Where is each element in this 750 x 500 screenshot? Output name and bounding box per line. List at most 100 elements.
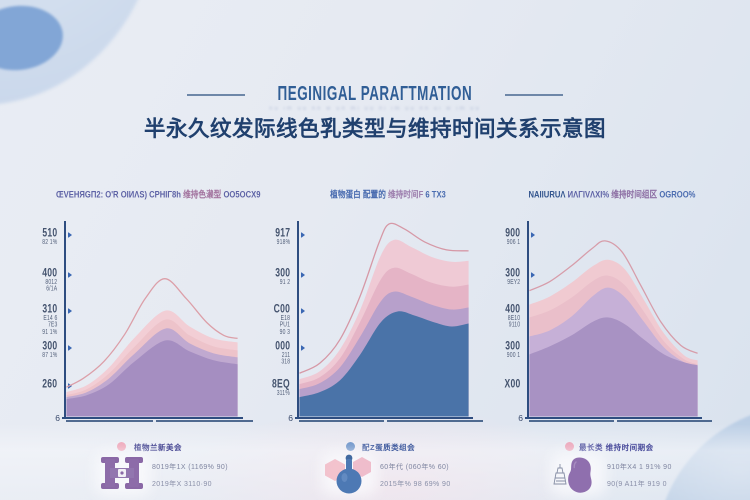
y-axis-label: 300 91 2 xyxy=(274,266,290,286)
chart-title: 植物蛋白 配置的 维持时间F 6 TX3 xyxy=(289,187,487,200)
legend-note-line: 8019年1X (1169% 90) xyxy=(152,464,228,471)
y-tick-value: 400 xyxy=(504,302,520,316)
chart-title-part: OGROO% xyxy=(657,188,696,200)
chart-title-part: 植物蛋白 配置的 xyxy=(330,188,388,200)
y-axis-label: 300 87 1% xyxy=(41,341,57,359)
x-axis-tick xyxy=(613,420,617,423)
x-axis-line xyxy=(295,417,473,419)
legend-group-longest-retention: 最长类 维持时间期会 910年X4 1 91% 90 90(9 A11年 919… xyxy=(538,438,750,500)
area-chart-plot xyxy=(528,240,698,417)
y-tick-arrow-icon xyxy=(68,272,72,278)
lab-machine-icon xyxy=(101,457,143,489)
y-axis-label: C00 E18 PU1 90 3 xyxy=(273,302,290,336)
area-layer-purple xyxy=(65,340,238,417)
y-tick-value: 400 xyxy=(41,266,57,280)
legend-note-line: 910年X4 1 91% 90 xyxy=(607,464,672,471)
y-axis-label: 300 9EY2 xyxy=(504,266,520,286)
legend-note-line: 90(9 A11年 919 0 xyxy=(607,481,667,488)
y-tick-value: 8EQ xyxy=(272,377,290,391)
cream-blob-icon xyxy=(553,457,592,493)
y-axis-label: 000 211 318 xyxy=(274,339,290,366)
y-axis-label: 300 900 1 xyxy=(504,339,520,359)
x-axis-shadow-line xyxy=(299,420,483,422)
chart-title: ŒVEHЯGΠ2: O'R OIИΛS) CPHIΓ8h 维持色濑型 OO5OC… xyxy=(56,187,260,200)
flask-icon xyxy=(325,454,371,494)
y-tick-arrow-icon xyxy=(531,272,535,278)
y-axis-label: 917 918% xyxy=(274,226,290,246)
chart-title-part: 维持时间F xyxy=(387,188,424,200)
y-tick-subtext: 906 1 xyxy=(506,238,520,246)
x-axis-tick xyxy=(384,420,387,423)
chart-title: NAIIURUΛ ИΛΓIVΛXI% 维持时间组区 OGROO% xyxy=(513,187,711,200)
legend-note-line: 2019年X 3110·90 xyxy=(152,481,212,488)
kicker-rule-left xyxy=(187,94,246,96)
x-axis-shadow-line xyxy=(66,420,253,422)
x-axis-line xyxy=(62,417,243,419)
trend-line xyxy=(298,222,469,374)
page-title: 半永久纹发际线色乳类型与维持时间关系示意图 xyxy=(143,117,606,141)
y-tick-subtext: 6/1A xyxy=(45,285,57,293)
area-chart-plot xyxy=(298,222,469,417)
trend-line xyxy=(528,240,698,354)
legend-group-plant-base: 植物兰新美会 8019年1X (1169% 90) 2019年X 3110·90 xyxy=(90,438,300,500)
kicker-rule-right xyxy=(504,94,563,96)
y-tick-subtext: 211 xyxy=(281,351,290,359)
y-tick-subtext: 8E10 xyxy=(507,314,520,322)
y-tick-value: 917 xyxy=(274,226,290,240)
y-tick-value: 300 xyxy=(504,266,520,280)
chart-title-part: 维持时间组区 xyxy=(611,188,658,200)
y-axis-label: X00 xyxy=(504,379,520,390)
kicker-text: ΠEGINIGAL PARAΓTMATION xyxy=(277,83,473,106)
y-axis-line xyxy=(64,221,66,418)
y-tick-arrow-icon xyxy=(68,308,72,314)
y-tick-value: 510 xyxy=(41,226,57,240)
y-axis-label: 8EQ 311% xyxy=(272,377,290,397)
y-tick-value: 310 xyxy=(41,302,57,316)
trend-line xyxy=(65,278,238,388)
y-tick-value: 000 xyxy=(274,339,290,353)
y-tick-subtext: 918% xyxy=(276,238,290,246)
legend-label: 配Z蛋质类组会 xyxy=(362,443,416,452)
legend-label: 植物兰新美会 xyxy=(134,443,182,452)
legend-dot-pink xyxy=(117,442,126,451)
y-axis-labels: 510 82 1% 400 8012 6/1A 310 E14 6 7E3 91 1% 300 87… xyxy=(11,221,57,421)
legend-dot-pink xyxy=(565,442,574,451)
area-layer-steel-blue xyxy=(298,311,469,417)
y-axis-label: 900 906 1 xyxy=(505,228,520,246)
y-axis-line xyxy=(527,221,529,418)
header-smudge-text: nu im uu nn w un mi uu ni im uu nn ui w … xyxy=(269,106,481,112)
y-axis-label: 510 82 1% xyxy=(41,226,57,246)
y-tick-arrow-icon xyxy=(301,232,305,238)
y-axis-labels: 917 918% 300 91 2 C00 E18 PU1 90 3 000 211 318 8EQ 3… xyxy=(244,221,290,421)
y-tick-subtext: 90 3 xyxy=(279,328,290,336)
y-tick-subtext: 87 1% xyxy=(41,351,57,359)
y-tick-subtext: 9110 xyxy=(508,321,520,329)
y-tick-arrow-icon xyxy=(301,272,305,278)
y-tick-arrow-icon xyxy=(301,308,305,314)
y-axis-line xyxy=(297,221,299,418)
chart-title-part: 维持色濑型 xyxy=(183,188,222,200)
y-tick-subtext: 82 1% xyxy=(41,238,57,246)
y-axis-label: 260 xyxy=(41,377,57,391)
legend-note-line: 60年代 (060年% 60) xyxy=(380,464,450,471)
y-tick-subtext: 91 2 xyxy=(279,278,290,286)
legend-note-line: 2015年% 98 69% 90 xyxy=(380,481,451,488)
y-tick-subtext: 9EY2 xyxy=(506,278,520,286)
y-tick-subtext: 8012 xyxy=(45,278,57,286)
chart-title-part: NAIIURUΛ xyxy=(528,188,568,200)
chart-title-part: ŒVEHЯGΠ2: O'R OIИΛS) CPHIΓ8h xyxy=(56,188,184,200)
legend-label: 最长类 维持时间期会 xyxy=(579,443,654,452)
y-tick-value: C00 xyxy=(273,302,290,316)
y-tick-value: 260 xyxy=(41,377,57,391)
y-tick-subtext: 900 1 xyxy=(506,351,520,359)
x-origin-label: 6 xyxy=(55,413,60,423)
x-axis-line xyxy=(525,417,702,419)
y-tick-subtext: E18 xyxy=(280,314,290,322)
y-tick-value: 300 xyxy=(274,266,290,280)
y-tick-subtext: E14 6 xyxy=(42,314,57,322)
y-axis-label: 400 8E10 9110 xyxy=(504,302,520,329)
legend-group-protein-formula: 配Z蛋质类组会 60年代 (060年% 60) 2015年% 98 69% 90 xyxy=(318,438,528,500)
y-tick-value: 300 xyxy=(504,339,520,353)
y-tick-arrow-icon xyxy=(68,383,72,389)
